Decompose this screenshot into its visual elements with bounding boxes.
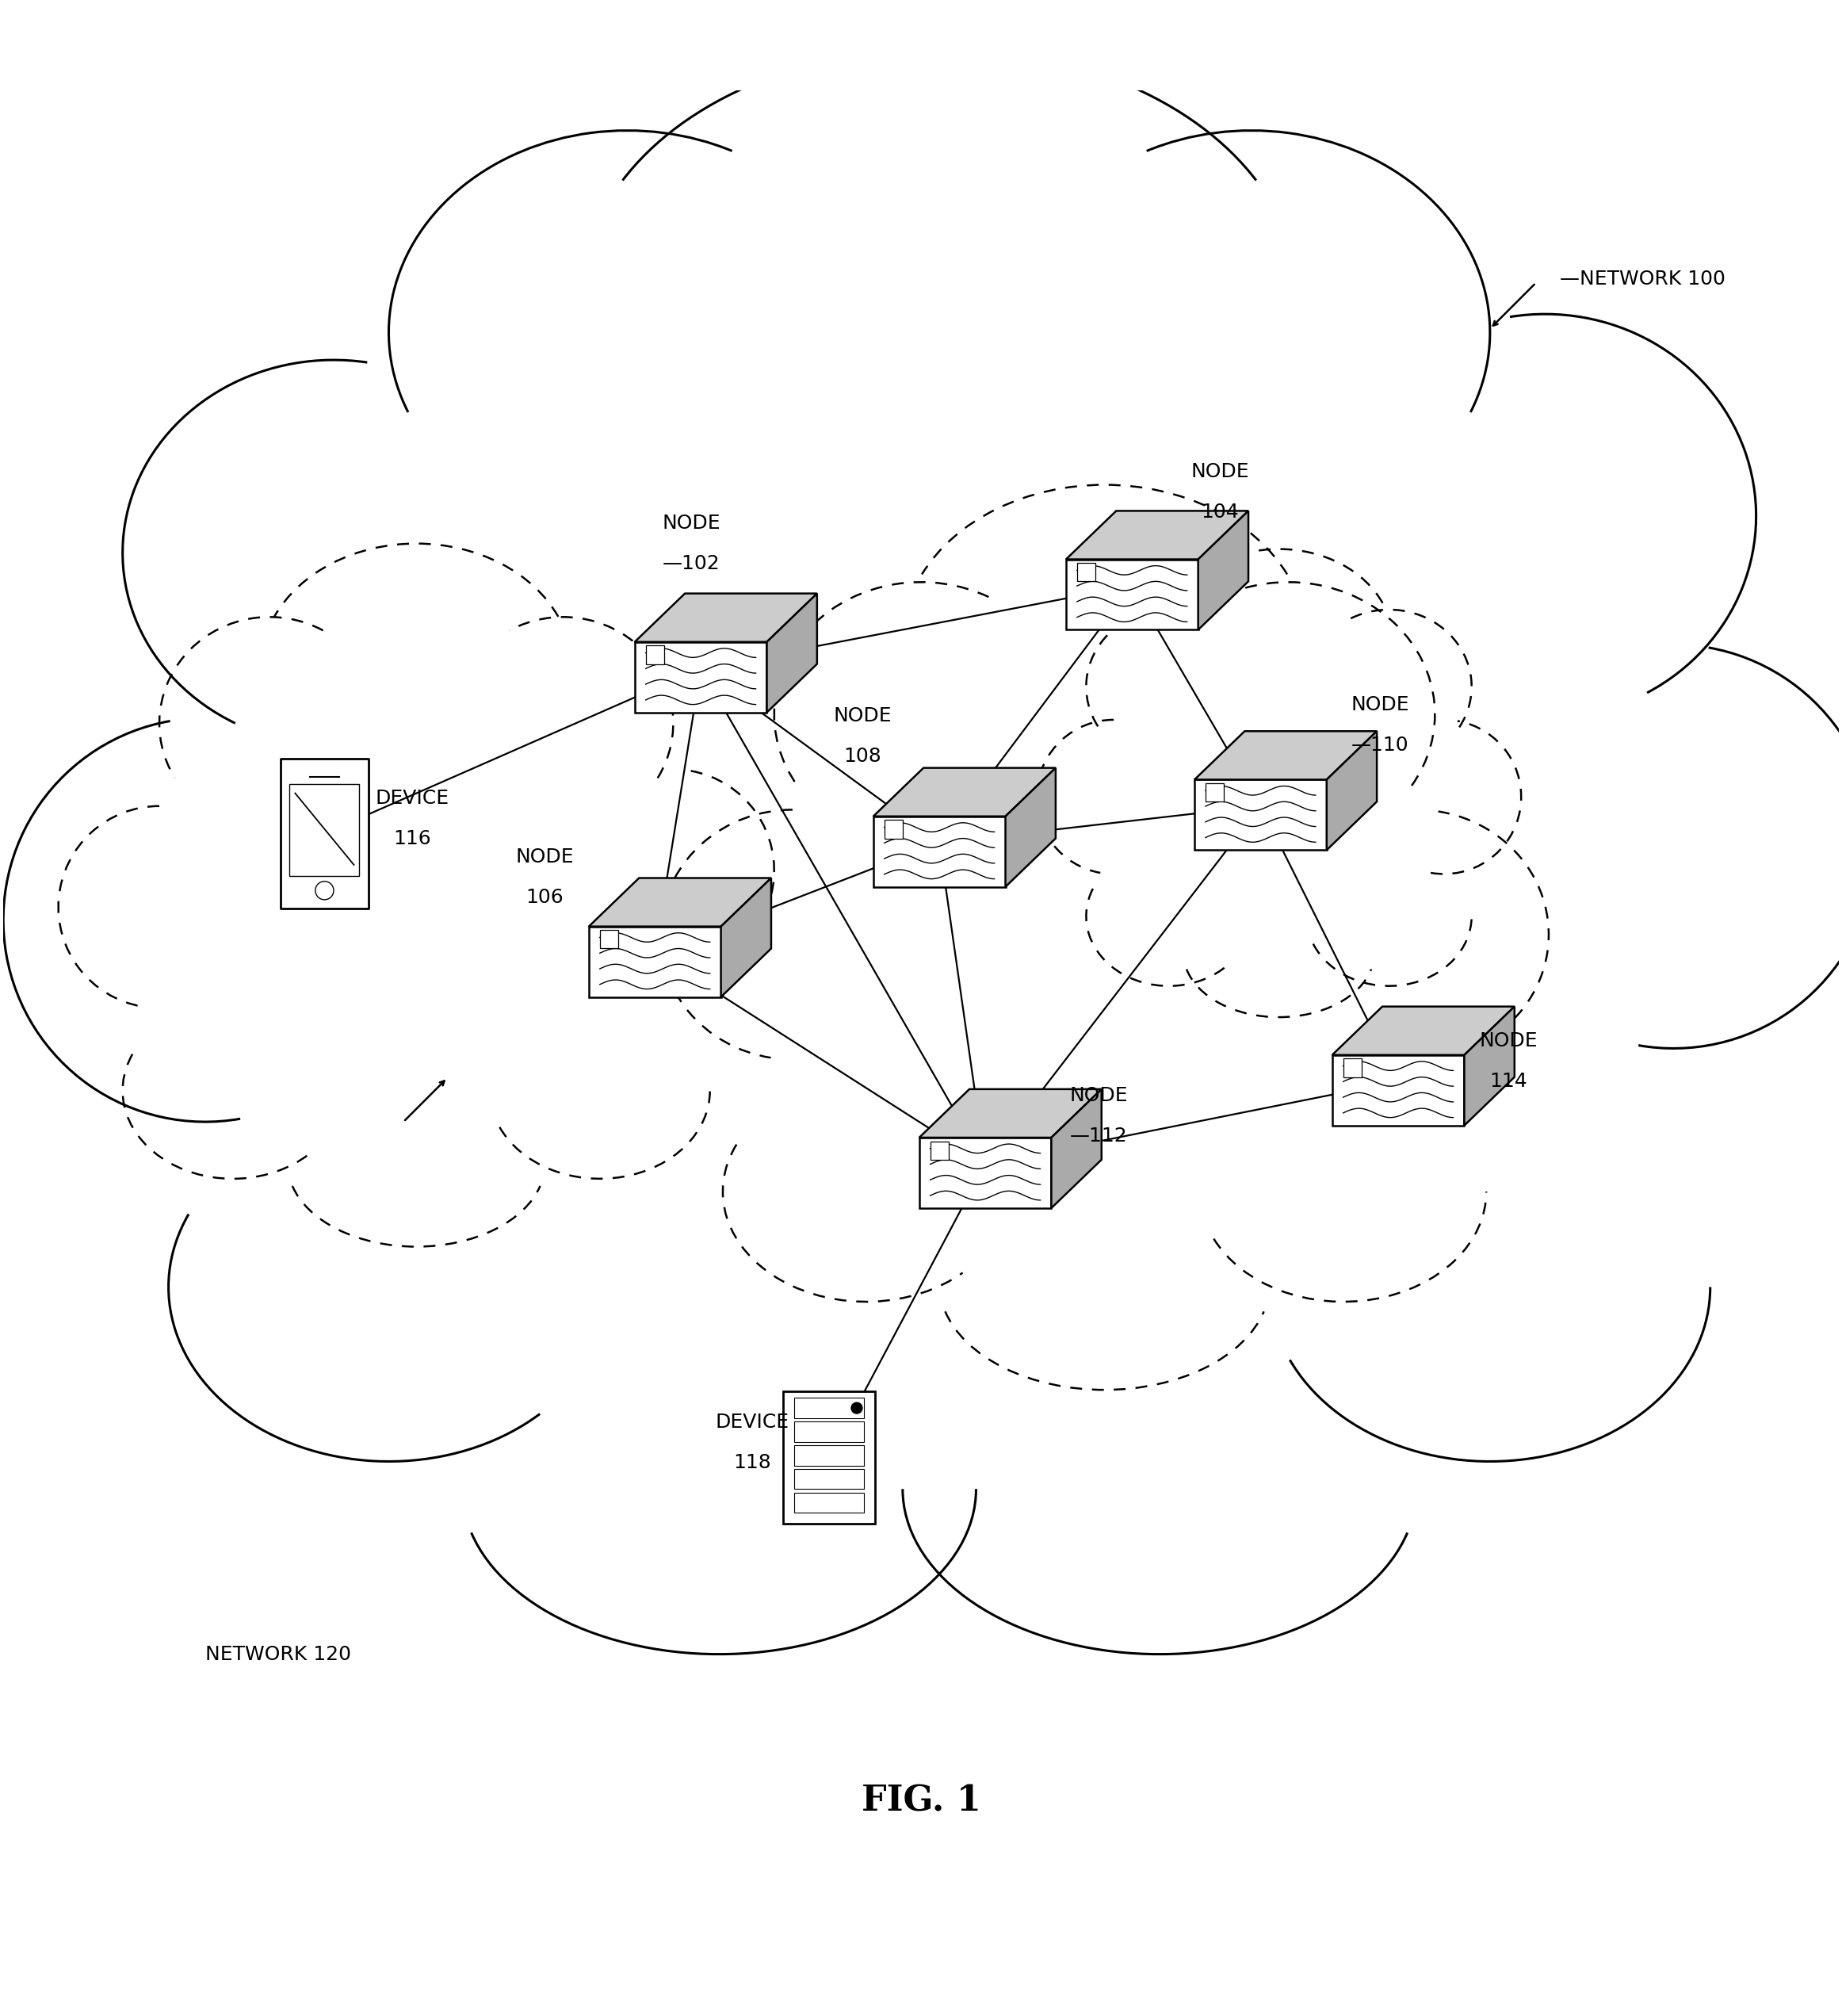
Bar <box>289 784 359 875</box>
Bar <box>1078 562 1096 581</box>
Bar <box>794 1397 864 1417</box>
Polygon shape <box>1197 510 1249 629</box>
Polygon shape <box>635 641 766 712</box>
Text: NODE: NODE <box>663 514 720 532</box>
Circle shape <box>851 1403 862 1413</box>
Bar <box>794 1421 864 1441</box>
Text: 116: 116 <box>394 829 431 849</box>
Polygon shape <box>919 1089 1102 1137</box>
Text: NETWORK 120: NETWORK 120 <box>204 1645 352 1663</box>
Text: NODE: NODE <box>1479 1032 1538 1050</box>
Bar <box>783 1391 875 1524</box>
Bar <box>794 1445 864 1466</box>
Polygon shape <box>1006 768 1055 887</box>
Polygon shape <box>635 593 818 641</box>
Polygon shape <box>1332 1054 1464 1125</box>
Text: —NETWORK 100: —NETWORK 100 <box>1560 270 1726 288</box>
Bar <box>884 821 903 839</box>
Polygon shape <box>1464 1006 1514 1125</box>
Circle shape <box>315 881 333 899</box>
Text: FIG. 1: FIG. 1 <box>862 1784 980 1818</box>
Text: NODE: NODE <box>1350 696 1409 714</box>
Text: —112: —112 <box>1070 1127 1127 1145</box>
Text: —110: —110 <box>1350 736 1409 754</box>
Bar <box>280 758 368 909</box>
Bar <box>794 1492 864 1512</box>
Text: 114: 114 <box>1490 1073 1527 1091</box>
Bar <box>1205 784 1223 802</box>
Polygon shape <box>919 1137 1052 1208</box>
Polygon shape <box>873 816 1006 887</box>
Polygon shape <box>766 593 818 712</box>
Text: DEVICE: DEVICE <box>715 1413 788 1431</box>
Polygon shape <box>1052 1089 1102 1208</box>
Bar <box>1343 1058 1361 1077</box>
Bar <box>600 929 619 948</box>
Text: NODE: NODE <box>1192 462 1249 482</box>
Text: NODE: NODE <box>1070 1087 1127 1105</box>
Polygon shape <box>1326 732 1376 851</box>
Text: —102: —102 <box>663 554 720 573</box>
Polygon shape <box>873 768 1055 816</box>
Text: NODE: NODE <box>833 706 892 726</box>
Polygon shape <box>1194 780 1326 851</box>
Text: 118: 118 <box>733 1454 772 1472</box>
Polygon shape <box>589 927 720 998</box>
Text: DEVICE: DEVICE <box>376 788 449 808</box>
Text: 108: 108 <box>844 746 880 766</box>
Text: 104: 104 <box>1201 502 1240 522</box>
Text: NODE: NODE <box>516 847 575 867</box>
Polygon shape <box>1194 732 1376 780</box>
Polygon shape <box>1332 1006 1514 1054</box>
Polygon shape <box>1067 558 1197 629</box>
Text: 106: 106 <box>525 887 564 907</box>
Polygon shape <box>589 879 772 927</box>
Polygon shape <box>1067 510 1249 558</box>
Bar <box>647 645 665 663</box>
Bar <box>930 1141 949 1159</box>
Bar <box>794 1470 864 1490</box>
Polygon shape <box>720 879 772 998</box>
